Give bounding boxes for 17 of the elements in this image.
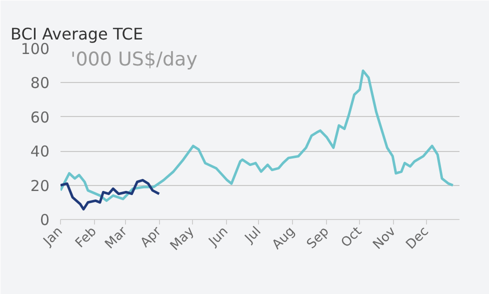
x-tick-label: Aug: [270, 224, 298, 253]
x-tick-label: Feb: [72, 224, 100, 252]
line-series: [60, 178, 160, 210]
x-tick-label: Nov: [370, 224, 400, 253]
y-tick-label: 40: [30, 142, 50, 161]
x-tick-label: Dec: [404, 224, 432, 253]
x-tick-label: Jun: [206, 224, 232, 250]
line-series: [60, 69, 454, 202]
x-tick-label: Jul: [242, 224, 264, 247]
x-tick-label: Sep: [304, 224, 332, 252]
x-tick-label: Oct: [338, 224, 366, 251]
annotation: '000 US$/day: [70, 48, 198, 70]
y-tick-label: 60: [30, 108, 50, 126]
x-tick-label: Apr: [138, 224, 165, 251]
y-tick-label: 80: [30, 74, 50, 92]
y-tick-label: 20: [30, 176, 50, 195]
x-tick-label: Mar: [102, 224, 131, 252]
